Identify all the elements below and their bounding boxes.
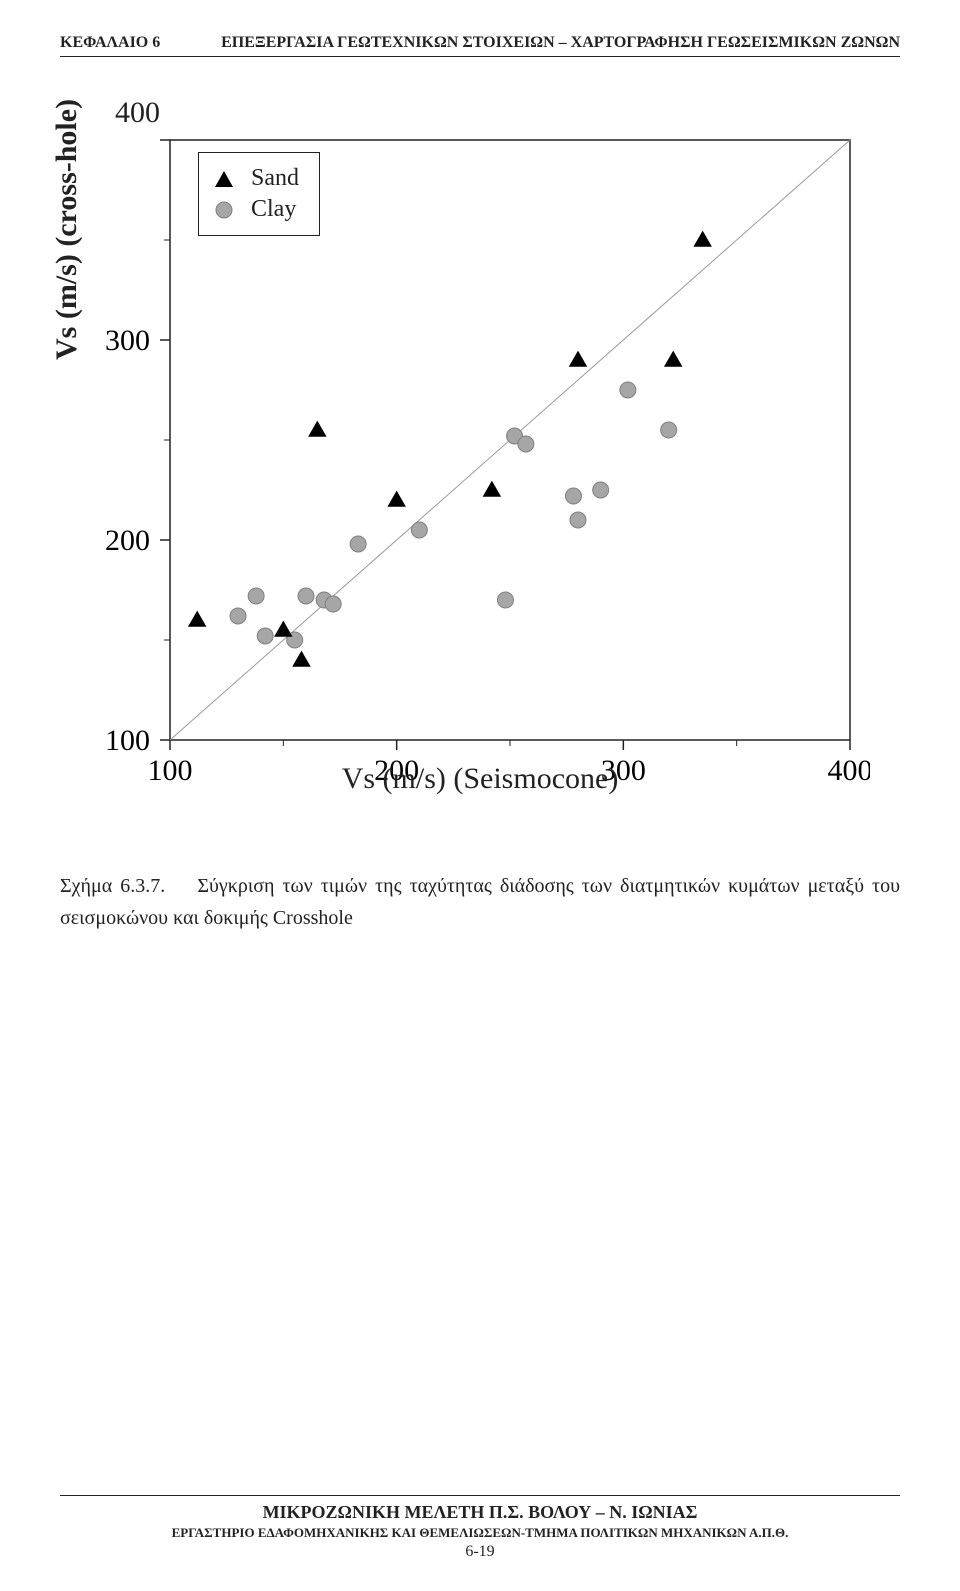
legend-label-sand: Sand [251, 165, 299, 192]
caption-label: Σχήμα 6.3.7. [60, 875, 165, 897]
scatter-chart: 100100200200300300400 SandClay [90, 100, 870, 800]
svg-text:200: 200 [105, 524, 150, 557]
footer-page: 6-19 [60, 1543, 900, 1561]
x-axis-title-text: Vs (m/s) (Seismocone) [342, 762, 619, 795]
chart-legend: Sand Clay [198, 152, 320, 236]
figure-caption: Σχήμα 6.3.7. Σύγκριση των τιμών της ταχύ… [60, 870, 900, 934]
sand-marker-icon [211, 168, 237, 190]
caption-text: Σύγκριση των τιμών της ταχύτητας διάδοση… [60, 875, 900, 929]
page-header: ΚΕΦΑΛΑΙΟ 6 ΕΠΕΞΕΡΓΑΣΙΑ ΓΕΩΤΕΧΝΙΚΩΝ ΣΤΟΙΧ… [60, 34, 900, 57]
chapter-label: ΚΕΦΑΛΑΙΟ 6 [60, 34, 160, 52]
legend-item-clay: Clay [211, 196, 299, 223]
legend-item-sand: Sand [211, 165, 299, 192]
svg-text:100: 100 [105, 724, 150, 757]
page-footer: ΜΙΚΡΟΖΩΝΙΚΗ ΜΕΛΕΤΗ Π.Σ. ΒΟΛΟΥ – Ν. ΙΩΝΙΑ… [60, 1495, 900, 1561]
svg-text:300: 300 [105, 324, 150, 357]
footer-sub: ΕΡΓΑΣΤΗΡΙΟ ΕΔΑΦΟΜΗΧΑΝΙΚΗΣ ΚΑΙ ΘΕΜΕΛΙΩΣΕΩ… [60, 1525, 900, 1541]
legend-label-clay: Clay [251, 196, 296, 223]
y-axis-title: Vs (m/s) (cross-hole) [50, 99, 84, 360]
chapter-title: ΕΠΕΞΕΡΓΑΣΙΑ ΓΕΩΤΕΧΝΙΚΩΝ ΣΤΟΙΧΕΙΩΝ – ΧΑΡΤ… [221, 34, 900, 52]
x-axis-title: Vs (m/s) (Seismocone) [90, 762, 870, 796]
footer-main: ΜΙΚΡΟΖΩΝΙΚΗ ΜΕΛΕΤΗ Π.Σ. ΒΟΛΟΥ – Ν. ΙΩΝΙΑ… [60, 1502, 900, 1523]
clay-marker-icon [211, 199, 237, 221]
